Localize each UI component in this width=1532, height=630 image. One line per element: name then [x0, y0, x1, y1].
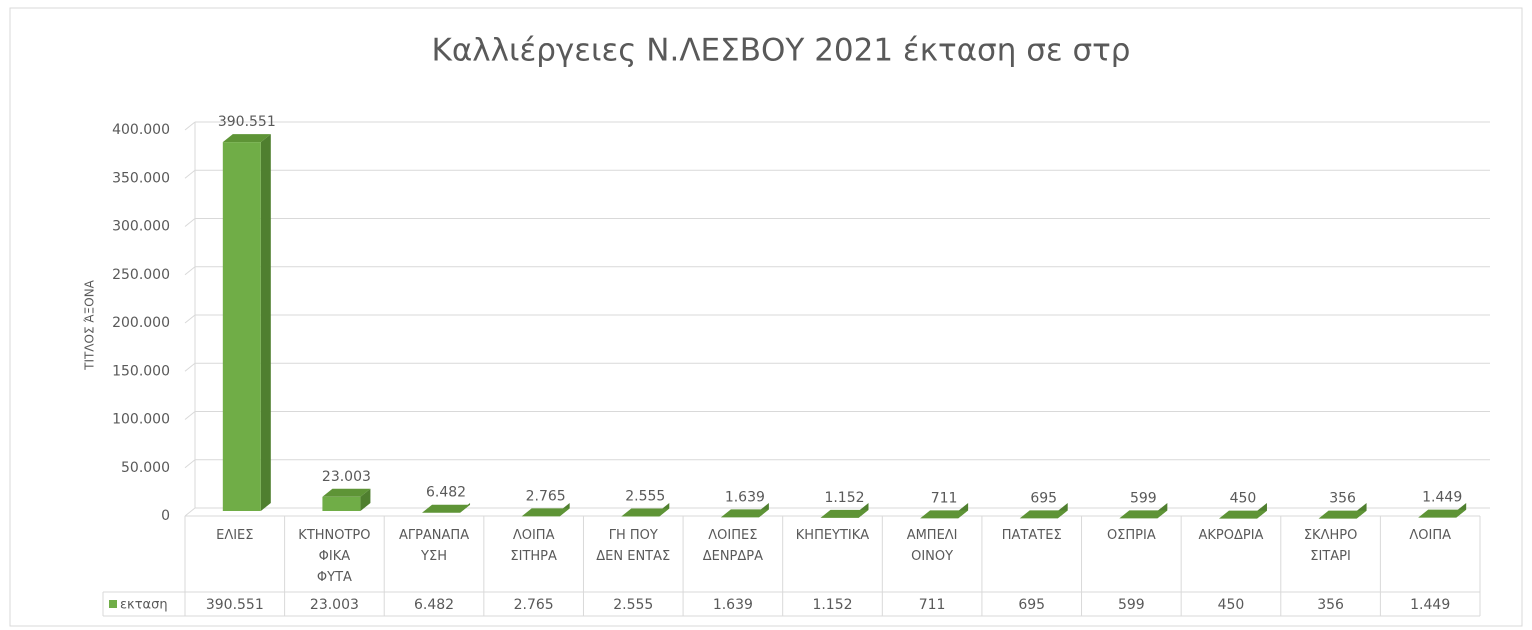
table-value: 2.765	[514, 597, 554, 613]
bar	[920, 503, 969, 519]
bar	[1418, 503, 1467, 518]
bar-top	[1119, 510, 1168, 519]
y-tick-label: 350.000	[112, 170, 170, 186]
table-value: 6.482	[414, 597, 454, 613]
x-tick-label: ΛΟΙΠΑ	[1409, 528, 1451, 543]
bar	[820, 503, 869, 518]
y-tick-label: 200.000	[112, 315, 170, 331]
bar-front	[222, 142, 261, 511]
y-tick-label: 250.000	[112, 267, 170, 283]
bar	[1318, 503, 1367, 519]
bar-top	[1418, 509, 1467, 518]
y-tick-label: 0	[161, 508, 170, 524]
data-label: 2.555	[625, 489, 665, 505]
grid-line-side	[184, 507, 196, 517]
data-label: 6.482	[426, 485, 466, 501]
bar-top	[621, 508, 670, 517]
bar-top	[820, 509, 869, 518]
bar-top	[322, 488, 371, 497]
grid-line-side	[184, 266, 196, 276]
x-tick-label: ΛΟΙΠΕΣ ΔΕΝΡΔΡΑ	[702, 528, 764, 564]
y-tick-label: 50.000	[121, 460, 170, 476]
data-label: 1.639	[725, 489, 765, 505]
y-tick-label: 150.000	[112, 363, 170, 379]
bar	[720, 503, 769, 518]
table-value: 356	[1317, 597, 1344, 613]
y-axis-title: ΤΙΤΛΟΣ ΆΞΟΝΑ	[83, 279, 97, 371]
bar-front	[322, 496, 361, 511]
x-tick-label: ΚΤΗΝΟΤΡΟ ΦΙΚΑ ΦΥΤΑ	[298, 528, 371, 585]
bar-top	[720, 509, 769, 518]
bar	[222, 134, 271, 511]
grid-line-side	[184, 411, 196, 420]
table-value: 695	[1018, 597, 1045, 613]
table-value: 390.551	[206, 597, 264, 613]
data-label: 356	[1329, 491, 1356, 507]
legend-swatch	[109, 600, 117, 608]
bar	[1218, 503, 1267, 519]
legend-label: εκταση	[120, 598, 168, 613]
table-value: 450	[1218, 597, 1245, 613]
grid-line-side	[184, 362, 196, 372]
x-tick-label: ΟΣΠΡΙΑ	[1106, 528, 1156, 543]
table-value: 599	[1118, 597, 1145, 613]
grid-line-side	[184, 218, 196, 227]
chart-title: Καλλιέργειες Ν.ΛΕΣΒΟΥ 2021 έκταση σε στρ	[432, 33, 1131, 69]
table-value: 711	[919, 597, 946, 613]
grid-line-side	[184, 459, 196, 469]
bar-top	[521, 508, 570, 517]
x-tick-label: ΑΚΡΟΔΡΙΑ	[1198, 528, 1264, 543]
bar-top	[422, 504, 471, 513]
bar-side	[360, 488, 371, 511]
grid-line-side	[184, 121, 196, 131]
table-value: 2.555	[613, 597, 653, 613]
data-label: 2.765	[526, 488, 566, 504]
y-tick-label: 400.000	[112, 122, 170, 138]
x-tick-label: ΛΟΙΠΑ ΣΙΤΗΡΑ	[510, 528, 557, 564]
table-value: 23.003	[310, 597, 359, 613]
x-tick-label: ΠΑΤΑΤΕΣ	[1001, 528, 1062, 543]
bar-side	[260, 134, 271, 511]
bar-top	[222, 134, 271, 143]
bar-top	[920, 510, 969, 519]
bar-top	[1019, 510, 1068, 519]
table-value: 1.639	[713, 597, 753, 613]
x-tick-label: ΣΚΛΗΡΟ ΣΙΤΑΡΙ	[1303, 528, 1358, 564]
table-value: 1.449	[1410, 597, 1450, 613]
x-tick-label: ΑΜΠΕΛΙ ΟΙΝΟΥ	[906, 528, 958, 564]
bar	[322, 488, 371, 511]
data-label: 390.551	[218, 114, 276, 130]
data-label: 711	[931, 490, 958, 506]
bar	[1119, 503, 1168, 519]
grid-line-side	[184, 169, 196, 179]
grid-line-side	[184, 314, 196, 324]
bar	[621, 503, 670, 517]
data-label: 599	[1130, 490, 1157, 506]
x-tick-label: ΑΓΡΑΝΑΠΑ ΥΣΗ	[398, 528, 470, 564]
y-tick-label: 100.000	[112, 412, 170, 428]
data-label: 1.152	[824, 490, 864, 506]
data-label: 1.449	[1422, 490, 1462, 506]
data-label: 450	[1230, 491, 1257, 507]
x-tick-label: ΕΛΙΕΣ	[216, 528, 254, 543]
x-tick-label: ΚΗΠΕΥΤΙΚΑ	[795, 528, 870, 543]
bar	[521, 503, 570, 517]
bar	[1019, 503, 1068, 519]
y-tick-label: 300.000	[112, 219, 170, 235]
bar-top	[1218, 510, 1267, 519]
x-tick-label: ΓΗ ΠΟΥ ΔΕΝ ΕΝΤΑΣ	[596, 528, 671, 564]
data-label: 695	[1030, 490, 1057, 506]
bar	[422, 503, 471, 513]
bar-top	[1318, 510, 1367, 519]
table-value: 1.152	[812, 597, 852, 613]
data-label: 23.003	[322, 469, 371, 485]
